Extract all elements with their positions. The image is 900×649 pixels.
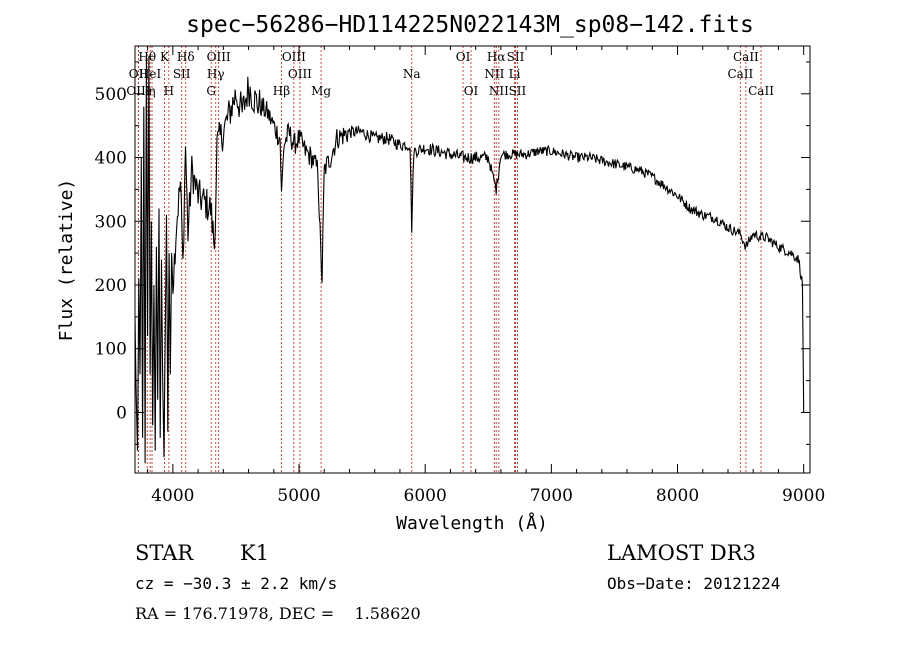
x-axis-ticks: 4000 5000 6000 7000 8000 9000 xyxy=(147,46,825,506)
line-marker-label: G xyxy=(206,84,216,98)
object-class: STAR xyxy=(135,541,194,565)
observation-date: Obs−Date: 20121224 xyxy=(607,574,780,593)
object-subclass: K1 xyxy=(240,541,269,565)
line-marker-label: OI xyxy=(456,50,471,64)
line-marker-label: SII xyxy=(507,50,525,64)
line-marker-label: Hθ xyxy=(138,50,156,64)
survey-name: LAMOST DR3 xyxy=(607,541,756,565)
y-tick-label: 500 xyxy=(95,85,127,105)
line-marker-label: OII xyxy=(129,67,149,81)
spectrum-line xyxy=(135,55,805,464)
line-marker-label: Hα xyxy=(487,50,506,64)
x-tick-label: 8000 xyxy=(656,486,699,506)
x-tick-label: 4000 xyxy=(151,486,194,506)
line-marker-label: NII xyxy=(484,67,504,81)
y-axis-label: Flux (relative) xyxy=(56,179,77,342)
line-marker-label: SII xyxy=(509,84,527,98)
y-tick-label: 200 xyxy=(95,276,127,296)
line-marker-label: CaII xyxy=(727,67,753,81)
line-marker-label: Mg xyxy=(311,84,331,98)
line-marker-label: CaII xyxy=(733,50,759,64)
redshift-cz: cz = −30.3 ± 2.2 km/s xyxy=(135,574,337,593)
chart-title: spec−56286−HD114225N022143M_sp08−142.fit… xyxy=(186,12,754,38)
x-tick-label: 6000 xyxy=(404,486,447,506)
line-marker-label: K xyxy=(160,50,170,64)
line-marker-label: SII xyxy=(173,67,191,81)
line-marker-label: Hδ xyxy=(177,50,195,64)
y-tick-label: 300 xyxy=(95,212,127,232)
y-tick-label: 100 xyxy=(95,340,127,360)
line-marker-label: η xyxy=(148,84,155,98)
line-marker-label: Hβ xyxy=(273,84,290,98)
line-marker-label: H xyxy=(164,84,174,98)
x-tick-label: 7000 xyxy=(530,486,573,506)
line-marker-label: Na xyxy=(403,67,421,81)
y-tick-label: 0 xyxy=(116,403,127,423)
x-tick-label: 5000 xyxy=(277,486,320,506)
plot-frame xyxy=(134,45,811,474)
line-marker-label: Hγ xyxy=(207,67,225,81)
line-marker-label: OIII xyxy=(207,50,231,64)
x-tick-label: 9000 xyxy=(782,486,825,506)
line-marker-label: OIII xyxy=(288,67,312,81)
line-marker-label: CaII xyxy=(748,84,774,98)
line-marker-label: Li xyxy=(509,67,521,81)
y-tick-label: 400 xyxy=(95,149,127,169)
line-marker-label: OIII xyxy=(282,50,306,64)
y-axis-ticks: 0 100 200 300 400 500 xyxy=(95,61,810,445)
line-marker-label: OI xyxy=(464,84,479,98)
x-axis-label: Wavelength (Å) xyxy=(396,512,548,534)
line-marker-label: HeI xyxy=(139,67,162,81)
ra-dec: RA = 176.71978, DEC = 1.58620 xyxy=(135,604,421,623)
line-marker-label: OIII xyxy=(126,84,150,98)
line-marker-label: NII xyxy=(489,84,509,98)
